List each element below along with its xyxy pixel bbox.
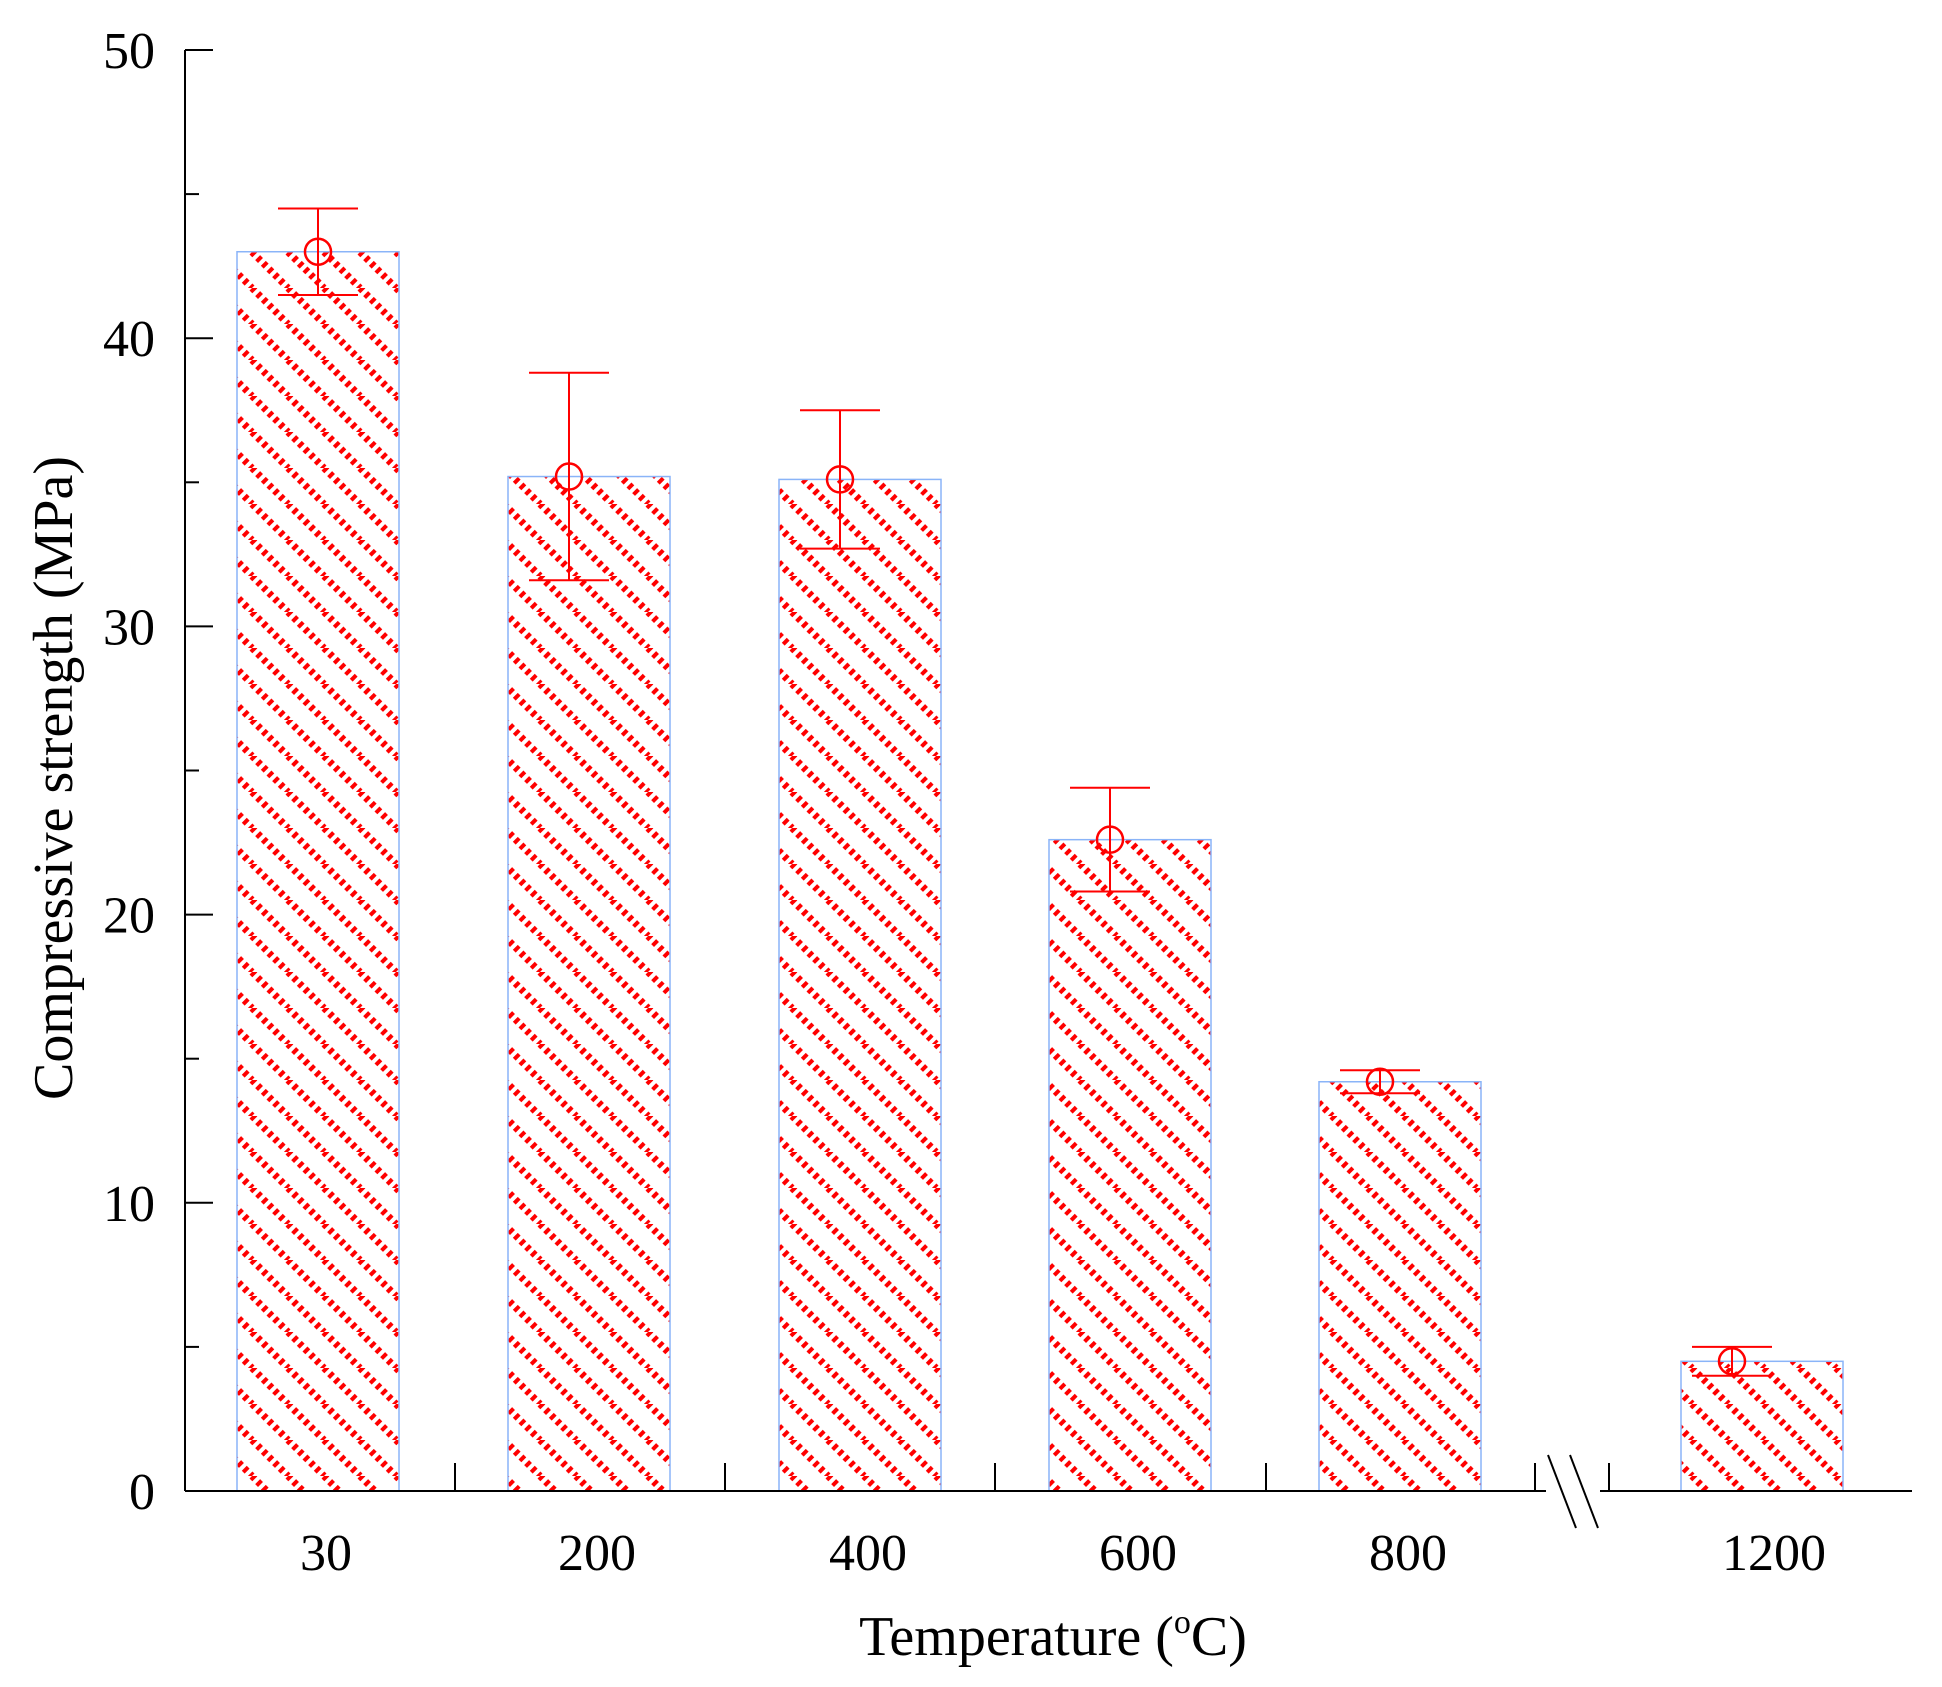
y-tick-label: 10 — [103, 1176, 155, 1233]
x-axis-title-main: Temperature ( — [859, 1606, 1174, 1668]
axes-layer: 0 10 20 30 40 50 30 200 400 600 800 1200 — [103, 23, 1912, 1582]
error-bar-30 — [278, 207, 358, 296]
mean-marker-600 — [1095, 825, 1125, 854]
x-axis-title-suffix: C) — [1191, 1606, 1247, 1668]
axis-break-icon — [1547, 1454, 1599, 1529]
axis-break-slash-right — [1569, 1454, 1599, 1529]
x-tick-label-800: 800 — [1369, 1525, 1447, 1582]
y-tick-label: 30 — [103, 599, 155, 656]
mean-marker-800 — [1365, 1067, 1395, 1097]
x-tick-label-200: 200 — [558, 1525, 636, 1582]
error-bar-200 — [529, 371, 609, 582]
y-tick-label: 0 — [129, 1464, 155, 1521]
x-tick-label-1200: 1200 — [1722, 1525, 1826, 1582]
y-tick-label: 40 — [103, 311, 155, 368]
bar-200 — [507, 475, 671, 1492]
bar-30 — [236, 250, 400, 1492]
y-axis-title: Compressive strength (MPa) — [23, 456, 85, 1100]
x-axis-title: Temperature (oC) — [859, 1604, 1247, 1668]
y-tick-label: 50 — [103, 23, 155, 80]
bar-800 — [1318, 1081, 1482, 1492]
bar-1200 — [1680, 1360, 1844, 1492]
error-bar-600 — [1070, 786, 1150, 893]
mean-marker-200 — [554, 462, 584, 491]
x-tick-label-600: 600 — [1099, 1525, 1177, 1582]
x-tick-label-400: 400 — [829, 1525, 907, 1582]
axis-break-slash-left — [1547, 1454, 1577, 1529]
bar-400 — [778, 478, 942, 1492]
mean-marker-1200 — [1717, 1347, 1747, 1376]
mean-marker-400 — [825, 465, 855, 494]
error-bar-400 — [800, 409, 880, 550]
error-bar-800 — [1340, 1067, 1420, 1097]
bars-layer — [236, 250, 1844, 1492]
bar-600 — [1048, 838, 1212, 1492]
error-bars-layer — [278, 207, 1772, 1377]
error-bar-1200 — [1692, 1345, 1772, 1377]
y-tick-label: 20 — [103, 888, 155, 945]
x-tick-label-30: 30 — [300, 1525, 352, 1582]
x-axis-title-superscript: o — [1174, 1604, 1191, 1641]
mean-marker-30 — [303, 237, 333, 266]
